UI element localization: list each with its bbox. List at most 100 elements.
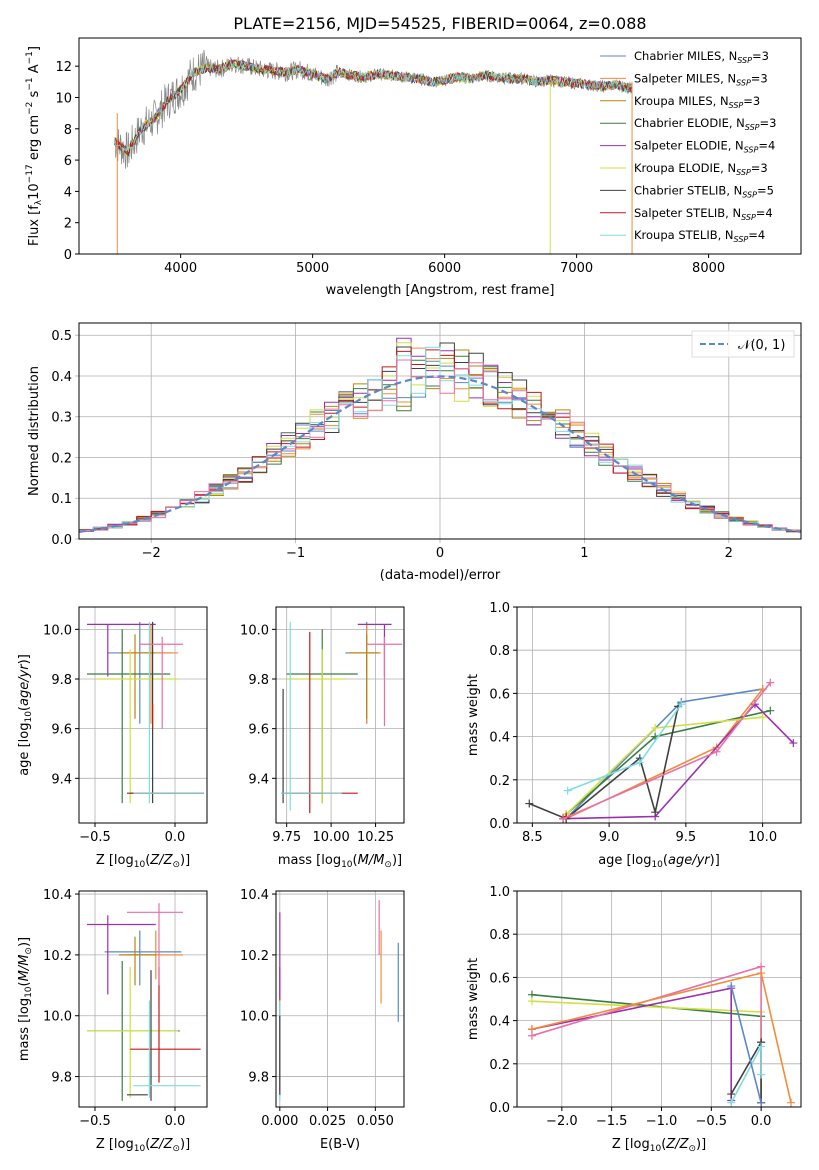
- y-tick-label: 0.0: [51, 533, 72, 548]
- legend-label-subscript: SSP: [745, 123, 760, 132]
- x-tick-label: 0.0: [165, 1114, 186, 1129]
- mass-weight-marker: [635, 758, 644, 767]
- legend-label-main: Kroupa STELIB, N: [634, 228, 734, 242]
- mass-weight-line: [531, 965, 762, 1103]
- mass-weight-marker: [727, 1098, 736, 1107]
- y-tick-label: 1.0: [489, 885, 510, 900]
- y-tick-label: 0.6: [489, 971, 510, 986]
- x-tick-label: −0.5: [79, 830, 111, 845]
- mass-vs-z-panel: −0.5 0.0 9.8 10.0 10.2 10.4 Z [log10(Z/Z⊙)] m…: [17, 888, 208, 1154]
- error-bar-point: [95, 649, 179, 804]
- y-tick-label: 9.8: [248, 1071, 269, 1086]
- legend-label-tail: =3: [743, 94, 760, 108]
- y-tick-label: 10.0: [240, 1010, 269, 1025]
- legend-label-subscript: SSP: [737, 56, 752, 65]
- residuals-plot-area: [78, 337, 802, 533]
- x-tick-label: 6000: [428, 261, 461, 276]
- error-bar-point: [87, 629, 171, 804]
- error-bar-point: [366, 636, 403, 727]
- y-tick-label: 0.6: [489, 687, 510, 702]
- mass-weight-marker: [651, 808, 660, 817]
- y-tick-label: 0.8: [489, 928, 510, 943]
- error-bar-point: [357, 623, 392, 677]
- legend-label-main: Kroupa ELODIE, N: [634, 161, 736, 175]
- legend-label-main: Chabrier ELODIE, N: [634, 116, 745, 130]
- age-vs-mass-panel: 9.75 10.00 10.25 9.4 9.6 9.8 10.0 mass [log10(…: [240, 606, 405, 870]
- legend-label-subscript: SSP: [734, 235, 749, 244]
- mass-vs-ebv-plot-area: 0.000 0.025 0.050 9.8 10.0 10.2 10.4: [240, 888, 404, 1129]
- y-tick-label: 0.2: [489, 774, 510, 789]
- y-tick-label: 10.0: [43, 1010, 72, 1025]
- legend-label-tail: =3: [751, 71, 768, 85]
- error-bar-point: [139, 636, 183, 729]
- y-tick-label: 1.0: [489, 601, 510, 616]
- error-bar-point: [345, 621, 378, 724]
- mass-weight-marker: [757, 1042, 766, 1051]
- legend-label-main: Chabrier STELIB, N: [634, 183, 742, 197]
- y-tick-label: 8: [64, 123, 72, 138]
- error-bar-point: [130, 967, 201, 1083]
- y-tick-label: 10.2: [240, 949, 269, 964]
- figure-title: PLATE=2156, MJD=54525, FIBERID=0064, z=0…: [233, 14, 646, 33]
- y-tick-label: 6: [64, 154, 72, 169]
- age-vs-z-panel: −0.5 0.0 9.4 9.6 9.8 10.0 Z [log10(Z/Z⊙)] age…: [17, 606, 208, 870]
- residuals-ylabel: Normed distribution: [27, 366, 42, 496]
- y-tick-label: 0.5: [51, 329, 72, 344]
- error-bar-point: [348, 634, 380, 719]
- legend-label-main: Kroupa MILES, N: [634, 94, 729, 108]
- mass-weight-marker: [527, 997, 536, 1006]
- legend-label-subscript: SSP: [741, 213, 756, 222]
- legend-label-main: Salpeter ELODIE, N: [634, 139, 744, 153]
- weight-vs-age-plot-area: 8.5 9.0 9.5 10.0 0.0 0.2 0.4 0.6 0.8 1.0: [489, 601, 801, 845]
- weight-vs-age-ylabel: mass weight: [466, 674, 481, 756]
- y-tick-label: 9.6: [51, 723, 72, 738]
- error-bar-point: [127, 903, 183, 986]
- mass-weight-marker: [757, 969, 766, 978]
- mass-weight-line: [528, 706, 679, 820]
- mass-weight-marker: [789, 739, 798, 748]
- spectrum-panel: 4000 5000 6000 7000 8000 0 2 4 6 8 10 12 wavelength…: [25, 37, 802, 298]
- mass-weight-line: [563, 703, 794, 820]
- x-tick-label: 8.5: [522, 830, 543, 845]
- mass-vs-z-frame: [78, 890, 208, 1108]
- mass-weight-line: [730, 1046, 762, 1104]
- y-tick-label: 0.4: [489, 731, 510, 746]
- mass-weight-marker: [787, 1098, 796, 1107]
- residuals-legend: 𝒩(0, 1): [691, 330, 795, 358]
- legend-label-main: Salpeter MILES, N: [634, 71, 736, 85]
- legend-label-tail: =4: [748, 228, 765, 242]
- age-vs-z-xlabel: Z [log10(Z/Z⊙)]: [96, 853, 190, 870]
- error-bar-point: [127, 621, 204, 804]
- mass-weight-line: [565, 688, 763, 820]
- residual-histogram-step: [79, 359, 801, 532]
- x-tick-label: 9.5: [676, 830, 697, 845]
- mass-weight-marker: [525, 799, 534, 808]
- legend-label-main: Salpeter STELIB, N: [634, 206, 741, 220]
- spectrum-xlabel: wavelength [Angstrom, rest frame]: [326, 283, 555, 298]
- age-vs-mass-frame: [275, 606, 405, 824]
- spectrum-frame: [78, 37, 802, 255]
- y-tick-label: 10.0: [240, 623, 269, 638]
- y-tick-label: 9.8: [51, 673, 72, 688]
- model-spectrum-line: [114, 60, 633, 152]
- mass-weight-marker: [758, 713, 767, 722]
- y-tick-label: 9.4: [51, 772, 72, 787]
- mass-weight-marker: [527, 1025, 536, 1034]
- x-tick-label: −0.5: [79, 1114, 111, 1129]
- y-tick-label: 9.8: [248, 673, 269, 688]
- residuals-frame: [78, 322, 802, 540]
- x-tick-label: 9.75: [272, 830, 301, 845]
- residuals-panel: −2 −1 0 1 2 0.0 0.1 0.2 0.3 0.4 0.5 (data-model)/e…: [27, 322, 802, 583]
- legend-label: Chabrier ELODIE, NSSP=3: [634, 116, 776, 132]
- age-vs-z-plot-area: −0.5 0.0 9.4 9.6 9.8 10.0: [43, 607, 207, 845]
- mass-weight-marker: [766, 678, 775, 687]
- y-tick-label: 9.8: [51, 1071, 72, 1086]
- age-vs-z-frame: [78, 606, 208, 824]
- x-tick-label: 7000: [560, 261, 593, 276]
- x-tick-label: 0: [436, 546, 444, 561]
- legend-label: Kroupa STELIB, NSSP=4: [634, 228, 765, 244]
- error-bar-point: [281, 621, 342, 811]
- y-tick-label: 0: [64, 248, 72, 263]
- mass-weight-line: [562, 682, 771, 820]
